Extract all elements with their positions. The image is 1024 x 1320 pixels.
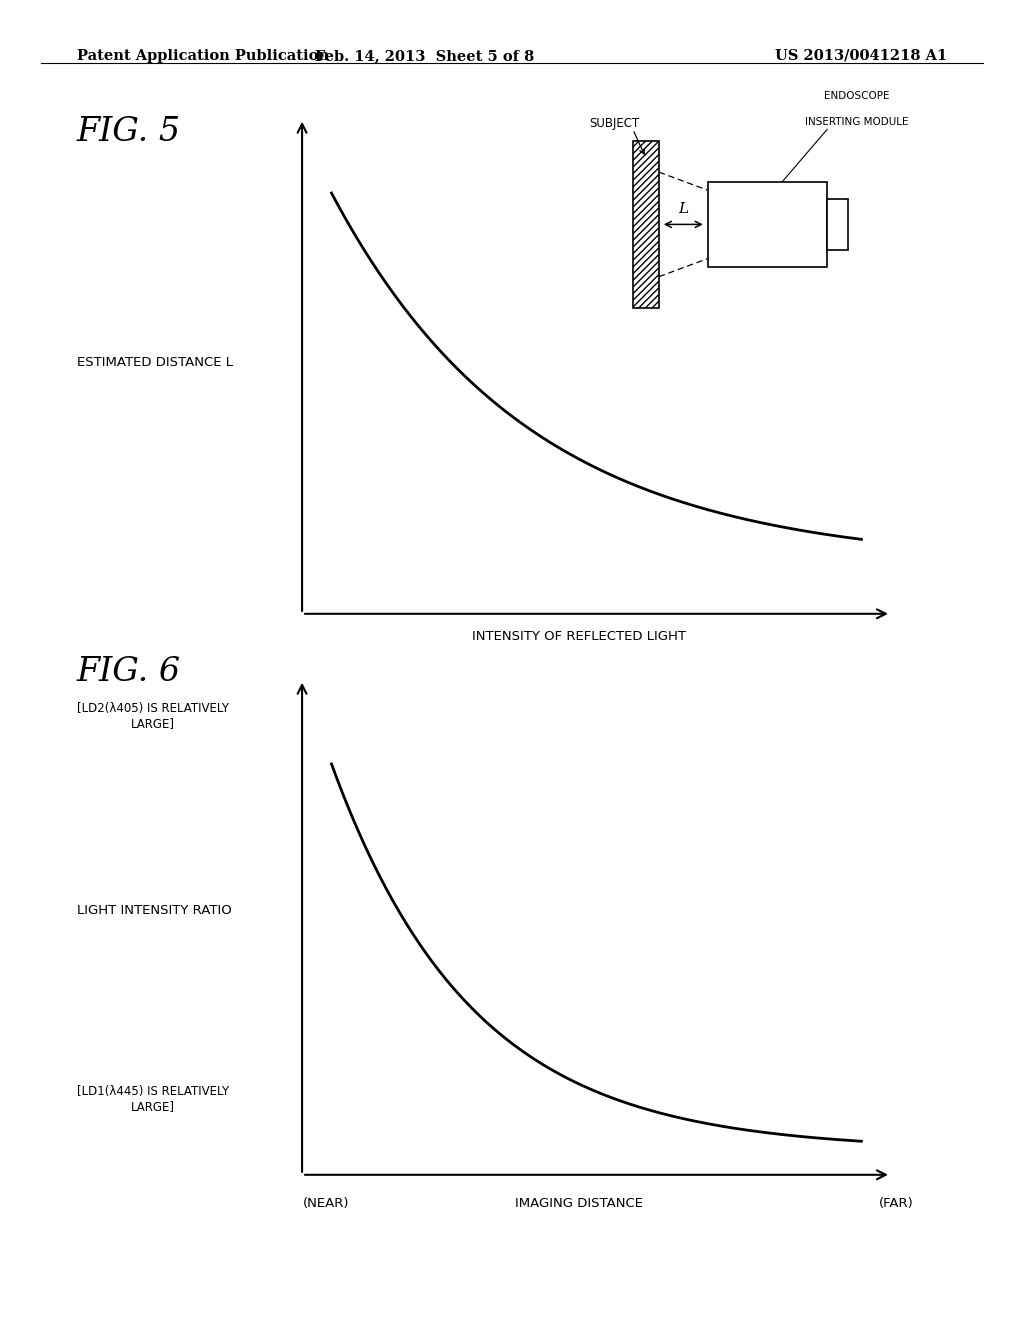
Text: INSERTING MODULE: INSERTING MODULE (805, 117, 909, 128)
Text: FIG. 5: FIG. 5 (77, 116, 181, 148)
Text: FIG. 6: FIG. 6 (77, 656, 181, 688)
Bar (708, 182, 827, 267)
Text: Feb. 14, 2013  Sheet 5 of 8: Feb. 14, 2013 Sheet 5 of 8 (315, 49, 535, 63)
Text: SUBJECT: SUBJECT (589, 117, 639, 131)
Text: [LD1(λ445) IS RELATIVELY
LARGE]: [LD1(λ445) IS RELATIVELY LARGE] (77, 1085, 229, 1113)
Polygon shape (633, 141, 659, 308)
Text: ESTIMATED DISTANCE L: ESTIMATED DISTANCE L (77, 356, 232, 370)
Text: Patent Application Publication: Patent Application Publication (77, 49, 329, 63)
Text: (FAR): (FAR) (879, 1197, 913, 1210)
Text: (NEAR): (NEAR) (302, 1197, 349, 1210)
Bar (827, 199, 848, 249)
Text: ENDOSCOPE: ENDOSCOPE (824, 91, 890, 100)
Text: IMAGING DISTANCE: IMAGING DISTANCE (514, 1197, 643, 1210)
Text: LIGHT INTENSITY RATIO: LIGHT INTENSITY RATIO (77, 904, 231, 917)
Text: L: L (678, 202, 688, 216)
Text: US 2013/0041218 A1: US 2013/0041218 A1 (775, 49, 947, 63)
Text: INTENSITY OF REFLECTED LIGHT: INTENSITY OF REFLECTED LIGHT (472, 630, 685, 643)
Text: [LD2(λ405) IS RELATIVELY
LARGE]: [LD2(λ405) IS RELATIVELY LARGE] (77, 702, 228, 730)
